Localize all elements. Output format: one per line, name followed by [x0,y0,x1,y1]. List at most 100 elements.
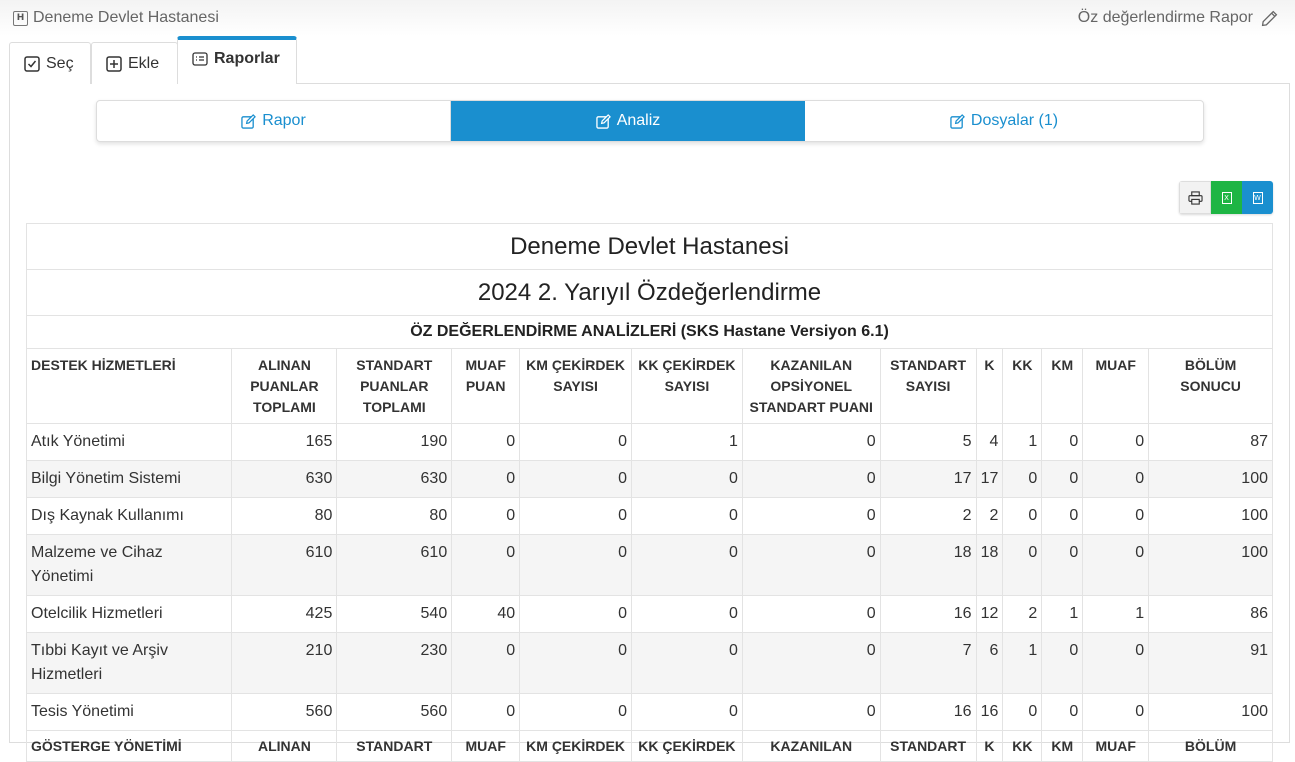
column-header: BÖLÜM SONUCU [1148,348,1273,424]
excel-export-button[interactable]: X [1211,181,1242,214]
column-header: KM [1041,730,1084,762]
table-cell: 100 [1148,693,1273,731]
table-cell: 0 [1041,497,1084,535]
column-header: MUAF [1082,348,1150,424]
row-label: Tıbbi Kayıt ve Arşiv Hizmetleri [25,632,233,694]
table-cell: 0 [451,632,521,694]
table-cell: 0 [1082,693,1150,731]
report-link[interactable]: Öz değerlendirme Rapor [1078,9,1278,27]
table-cell: 0 [1002,497,1043,535]
table-cell: 0 [1082,534,1150,596]
rapor-label: Rapor [262,112,306,129]
column-header: KK [1002,348,1043,424]
table-cell: 0 [451,460,521,498]
column-header: STANDART SAYISI [879,348,977,424]
column-header: STANDART [879,730,977,762]
top-bar: H Deneme Devlet Hastanesi Öz değerlendir… [0,0,1295,36]
table-cell: 0 [1082,460,1150,498]
print-button[interactable] [1179,181,1211,214]
plus-square-icon [106,55,122,72]
table-cell: 18 [879,534,977,596]
edit-icon [595,113,611,129]
row-label: Atık Yönetimi [25,423,233,461]
column-header: BÖLÜM [1148,730,1273,762]
column-header: KM ÇEKİRDEK [519,730,632,762]
word-export-button[interactable]: W [1242,181,1273,214]
table-cell: 100 [1148,497,1273,535]
table-cell: 0 [741,534,881,596]
table-cell: 165 [231,423,338,461]
table-cell: 1 [630,423,743,461]
table-cell: 16 [879,595,977,633]
table-cell: 0 [741,423,881,461]
report-subtitle: 2024 2. Yarıyıl Özdeğerlendirme [26,269,1273,316]
row-label: Bilgi Yönetim Sistemi [25,460,233,498]
table-cell: 2 [879,497,977,535]
table-row: Malzeme ve Cihaz Yönetimi 610 610 0 0 0 0 18 18 0… [25,534,1273,596]
table-cell: 7 [879,632,977,694]
column-header: K [975,730,1004,762]
table-cell: 0 [519,632,632,694]
column-header: KK [1002,730,1043,762]
table-row: Tesis Yönetimi 560 560 0 0 0 0 16 16 0 0 0 100 [25,693,1273,731]
tab-sec-label: Seç [46,54,74,72]
table-cell: 0 [451,423,521,461]
hospital-name: Deneme Devlet Hastanesi [33,9,219,26]
table-cell: 0 [741,497,881,535]
table-cell: 0 [1041,632,1084,694]
check-square-icon [24,55,40,72]
tab-ekle[interactable]: Ekle [91,42,178,84]
table-cell: 230 [336,632,453,694]
dosyalar-button[interactable]: Dosyalar (1) [805,101,1203,141]
row-label: Dış Kaynak Kullanımı [25,497,233,535]
table-cell: 1 [1041,595,1084,633]
table-cell: 0 [1041,534,1084,596]
table-cell: 0 [519,693,632,731]
row-label: Malzeme ve Cihaz Yönetimi [25,534,233,596]
excel-icon: X [1221,191,1232,204]
table-cell: 0 [451,693,521,731]
row-label: Tesis Yönetimi [25,693,233,731]
dosyalar-label: Dosyalar (1) [970,112,1059,129]
column-header: DESTEK HİZMETLERİ [25,348,233,424]
table-cell: 0 [1002,534,1043,596]
table-cell: 0 [1041,423,1084,461]
table-cell: 0 [630,497,743,535]
table-cell: 2 [975,497,1004,535]
table-cell: 560 [336,693,453,731]
edit-icon [241,113,257,129]
table-cell: 0 [630,693,743,731]
table-cell: 80 [231,497,338,535]
column-header: MUAF [1082,730,1150,762]
table-cell: 0 [741,595,881,633]
tab-sec[interactable]: Seç [9,42,91,84]
table-cell: 0 [519,595,632,633]
table-body: Atık Yönetimi 165 190 0 0 1 0 5 4 1 0 0 87 Bilgi Yöne… [25,423,1273,731]
table-cell: 0 [1082,632,1150,694]
table-cell: 560 [231,693,338,731]
table-cell: 0 [741,632,881,694]
table-cell: 610 [336,534,453,596]
rapor-button[interactable]: Rapor [97,101,451,141]
column-header: KAZANILAN [741,730,881,762]
column-header: STANDART [336,730,453,762]
table-cell: 17 [975,460,1004,498]
hospital-header[interactable]: H Deneme Devlet Hastanesi [13,9,219,27]
row-label: Otelcilik Hizmetleri [25,595,233,633]
table-cell: 40 [451,595,521,633]
column-header: K [975,348,1004,424]
hospital-icon: H [13,10,28,26]
table-cell: 0 [519,497,632,535]
table-cell: 86 [1148,595,1273,633]
analiz-button[interactable]: Analiz [451,101,805,141]
section-title: ÖZ DEĞERLENDİRME ANALİZLERİ (SKS Hastane… [26,315,1273,349]
column-header: ALINAN PUANLAR TOPLAMI [231,348,338,424]
column-header: MUAF [451,730,521,762]
tab-raporlar[interactable]: Raporlar [177,36,297,84]
table-cell: 0 [1041,460,1084,498]
table-cell: 0 [1002,460,1043,498]
table-cell: 0 [519,423,632,461]
table-cell: 100 [1148,460,1273,498]
table-cell: 17 [879,460,977,498]
table-cell: 0 [519,534,632,596]
